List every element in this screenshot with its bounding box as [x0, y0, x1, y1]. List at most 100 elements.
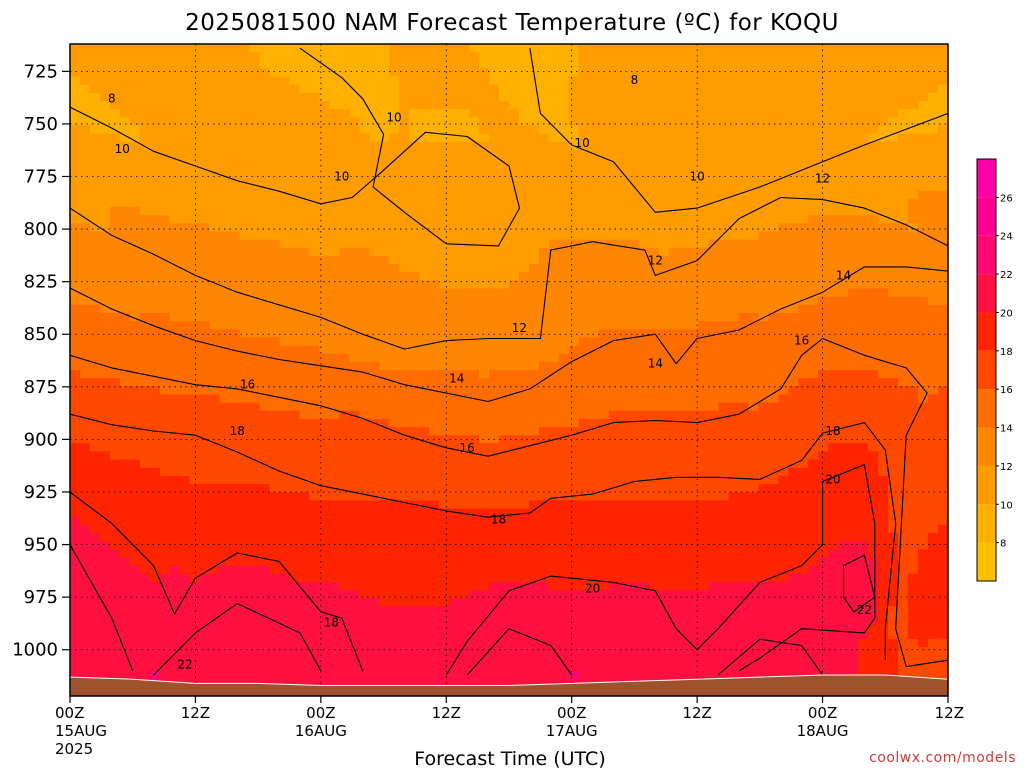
- temperature-cell: [249, 231, 261, 241]
- temperature-cell: [668, 182, 680, 192]
- temperature-cell: [678, 402, 690, 412]
- temperature-cell: [199, 361, 211, 371]
- temperature-cell: [369, 386, 380, 396]
- temperature-cell: [608, 174, 620, 184]
- temperature-cell: [648, 321, 660, 330]
- temperature-cell: [528, 247, 540, 257]
- temperature-cell: [658, 60, 670, 70]
- temperature-cell: [159, 141, 171, 151]
- temperature-cell: [319, 378, 331, 387]
- temperature-cell: [668, 296, 680, 306]
- temperature-cell: [219, 533, 231, 542]
- temperature-cell: [249, 435, 261, 444]
- temperature-cell: [329, 280, 340, 290]
- temperature-cell: [618, 443, 630, 453]
- temperature-cell: [269, 52, 281, 61]
- temperature-cell: [289, 109, 301, 118]
- temperature-cell: [70, 402, 81, 412]
- temperature-cell: [79, 198, 91, 208]
- temperature-cell: [259, 557, 271, 567]
- temperature-cell: [129, 117, 141, 127]
- temperature-cell: [249, 361, 261, 371]
- temperature-cell: [199, 158, 211, 167]
- temperature-cell: [219, 467, 231, 477]
- temperature-cell: [499, 68, 510, 78]
- temperature-cell: [129, 533, 141, 542]
- temperature-cell: [79, 288, 91, 298]
- temperature-cell: [409, 345, 420, 355]
- temperature-cell: [389, 533, 400, 542]
- temperature-cell: [658, 638, 670, 648]
- temperature-cell: [479, 435, 490, 444]
- temperature-cell: [139, 590, 151, 599]
- temperature-cell: [239, 418, 251, 428]
- temperature-cell: [89, 44, 101, 53]
- temperature-cell: [558, 312, 570, 322]
- temperature-cell: [119, 459, 131, 469]
- temperature-cell: [359, 133, 370, 143]
- temperature-cell: [558, 247, 570, 257]
- temperature-cell: [439, 321, 450, 330]
- temperature-cell: [149, 60, 161, 70]
- temperature-cell: [319, 508, 331, 518]
- temperature-cell: [439, 92, 450, 102]
- temperature-cell: [109, 247, 121, 257]
- temperature-cell: [289, 467, 301, 477]
- temperature-cell: [429, 598, 440, 607]
- temperature-cell: [598, 573, 610, 583]
- temperature-cell: [409, 288, 420, 298]
- temperature-cell: [429, 312, 440, 322]
- temperature-cell: [99, 239, 111, 249]
- temperature-cell: [459, 264, 470, 273]
- temperature-cell: [469, 125, 480, 135]
- temperature-cell: [339, 451, 350, 461]
- temperature-cell: [289, 590, 301, 599]
- temperature-cell: [219, 418, 231, 428]
- temperature-cell: [558, 158, 570, 167]
- temperature-cell: [339, 296, 350, 306]
- temperature-cell: [499, 52, 510, 61]
- temperature-cell: [648, 467, 660, 477]
- temperature-cell: [179, 60, 191, 70]
- temperature-cell: [349, 133, 360, 143]
- temperature-cell: [648, 622, 660, 632]
- temperature-cell: [349, 655, 360, 664]
- temperature-cell: [409, 630, 420, 640]
- temperature-cell: [509, 484, 520, 493]
- temperature-cell: [568, 44, 580, 53]
- temperature-cell: [319, 443, 331, 453]
- temperature-cell: [169, 158, 181, 167]
- temperature-cell: [399, 84, 410, 94]
- temperature-cell: [588, 158, 600, 167]
- temperature-cell: [349, 581, 360, 591]
- temperature-cell: [299, 174, 311, 184]
- temperature-cell: [459, 606, 470, 616]
- temperature-cell: [179, 280, 191, 290]
- temperature-cell: [369, 500, 380, 510]
- temperature-cell: [509, 239, 520, 249]
- temperature-cell: [249, 255, 261, 265]
- temperature-cell: [159, 484, 171, 493]
- temperature-cell: [329, 247, 340, 257]
- temperature-cell: [688, 321, 700, 330]
- temperature-cell: [658, 655, 670, 664]
- temperature-cell: [439, 76, 450, 86]
- temperature-cell: [70, 174, 81, 184]
- temperature-cell: [119, 337, 131, 347]
- temperature-cell: [668, 190, 680, 200]
- temperature-cell: [159, 133, 171, 143]
- temperature-cell: [179, 141, 191, 151]
- temperature-cell: [229, 475, 241, 485]
- temperature-cell: [359, 60, 370, 70]
- temperature-cell: [628, 125, 640, 135]
- temperature-cell: [518, 190, 530, 200]
- temperature-cell: [379, 141, 390, 151]
- temperature-cell: [259, 44, 271, 53]
- temperature-cell: [638, 182, 650, 192]
- temperature-cell: [229, 182, 241, 192]
- temperature-cell: [199, 630, 211, 640]
- temperature-cell: [598, 630, 610, 640]
- temperature-cell: [359, 484, 370, 493]
- temperature-cell: [638, 353, 650, 363]
- temperature-cell: [548, 647, 560, 656]
